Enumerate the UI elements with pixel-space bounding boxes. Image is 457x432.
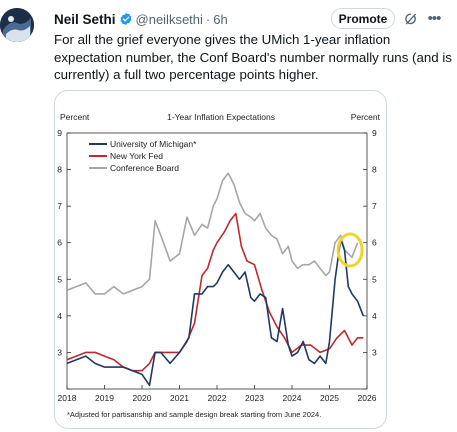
left-axis-label: Percent	[60, 112, 90, 122]
y-tick-label-right: 5	[372, 274, 377, 284]
author-handle[interactable]: @neilksethi	[135, 11, 203, 27]
x-tick-label: 2020	[133, 393, 152, 403]
avatar[interactable]	[0, 8, 34, 42]
y-tick-label-left: 7	[57, 201, 62, 211]
right-axis-label: Percent	[351, 112, 381, 122]
grok-icon[interactable]	[404, 11, 420, 27]
post-time[interactable]: 6h	[213, 11, 228, 27]
legend-label: Conference Board	[110, 163, 179, 173]
legend-label: New York Fed	[110, 151, 163, 161]
x-tick-label: 2021	[170, 393, 189, 403]
y-tick-label-right: 8	[372, 165, 377, 175]
tweet-text: For all the grief everyone gives the UMi…	[54, 32, 452, 82]
avatar-image	[0, 8, 34, 42]
y-tick-label-left: 9	[57, 128, 62, 138]
x-tick-label: 2025	[320, 393, 339, 403]
y-tick-label-right: 9	[372, 128, 377, 138]
y-tick-label-right: 4	[372, 311, 377, 321]
y-tick-label-left: 8	[57, 165, 62, 175]
x-tick-label: 2022	[208, 393, 227, 403]
y-tick-label-left: 3	[57, 347, 62, 357]
more-icon[interactable]: •••	[427, 9, 442, 27]
x-tick-label: 2026	[358, 393, 377, 403]
y-tick-label-right: 7	[372, 201, 377, 211]
y-tick-label-right: 6	[372, 238, 377, 248]
x-tick-label: 2024	[283, 393, 302, 403]
x-tick-label: 2023	[245, 393, 264, 403]
y-tick-label-left: 5	[57, 274, 62, 284]
tweet-header: Neil Sethi @neilksethi · 6h	[54, 10, 228, 28]
tweet-media[interactable]: Percent Percent 1-Year Inflation Expecta…	[54, 90, 387, 429]
dot-separator: ·	[205, 11, 211, 27]
series-line-2	[66, 172, 359, 295]
x-tick-label: 2019	[95, 393, 114, 403]
chart-footnote: *Adjusted for partisanship and sample de…	[67, 410, 321, 419]
y-tick-label-left: 6	[57, 238, 62, 248]
y-tick-label-left: 4	[57, 311, 62, 321]
promote-button[interactable]: Promote	[331, 8, 395, 29]
verified-badge-icon	[120, 12, 131, 26]
series-line-0	[66, 238, 365, 387]
author-name[interactable]: Neil Sethi	[54, 11, 116, 27]
chart-title: 1-Year Inflation Expectations	[167, 112, 275, 122]
legend-label: University of Michigan*	[110, 139, 197, 149]
series-line-1	[66, 212, 364, 372]
inflation-expectations-chart: Percent Percent 1-Year Inflation Expecta…	[57, 112, 381, 419]
highlight-circle	[336, 232, 364, 268]
y-tick-label-right: 3	[372, 347, 377, 357]
x-tick-label: 2018	[58, 393, 77, 403]
